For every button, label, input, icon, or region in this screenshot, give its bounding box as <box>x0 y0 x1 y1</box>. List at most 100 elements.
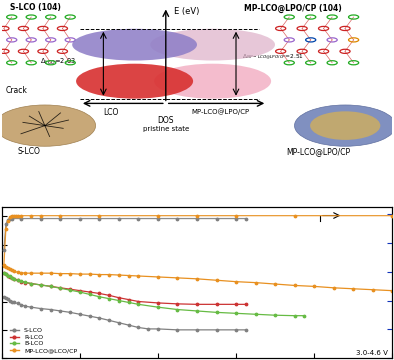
Point <box>155 304 161 310</box>
Point <box>77 288 83 293</box>
Point <box>5 296 11 302</box>
Point <box>67 271 73 276</box>
Point <box>106 292 112 298</box>
Point <box>291 213 298 219</box>
Text: S-LCO: S-LCO <box>18 147 41 156</box>
Point <box>7 298 13 303</box>
Point <box>48 284 54 289</box>
Point <box>57 271 63 276</box>
Point <box>13 213 19 219</box>
Point <box>291 313 298 319</box>
Point <box>96 315 102 321</box>
Point <box>330 285 336 291</box>
Point <box>77 311 83 317</box>
Point <box>18 278 24 284</box>
Point <box>194 308 200 314</box>
Point <box>135 325 141 330</box>
Point <box>291 283 298 288</box>
Point <box>174 307 180 312</box>
Point <box>18 302 24 308</box>
Point <box>126 322 132 328</box>
Point <box>116 320 122 326</box>
Ellipse shape <box>76 64 193 99</box>
Point <box>28 270 34 276</box>
Text: E (eV): E (eV) <box>174 6 199 15</box>
Point <box>11 276 17 282</box>
Text: 3.0-4.6 V: 3.0-4.6 V <box>356 350 388 356</box>
Point <box>174 301 180 307</box>
Point <box>5 266 11 271</box>
Point <box>11 213 17 219</box>
Point <box>15 277 21 283</box>
Point <box>213 327 219 333</box>
Point <box>96 216 102 221</box>
Text: LCO: LCO <box>104 108 119 117</box>
Point <box>18 279 24 284</box>
Text: DOS: DOS <box>158 116 174 125</box>
Point <box>135 301 141 307</box>
Point <box>126 273 132 278</box>
Point <box>48 284 54 289</box>
Point <box>28 281 34 287</box>
Point <box>5 273 11 278</box>
Point <box>389 213 394 219</box>
Point <box>1 270 7 276</box>
Point <box>5 219 11 224</box>
Point <box>106 318 112 323</box>
Point <box>9 299 15 305</box>
Point <box>243 216 249 221</box>
Point <box>213 216 219 221</box>
Point <box>5 217 11 223</box>
Point <box>174 275 180 281</box>
Point <box>233 310 239 316</box>
Text: Crack: Crack <box>6 86 28 95</box>
Point <box>350 286 356 292</box>
Point <box>3 221 9 227</box>
Text: MP-LCO@LPO/CP (104): MP-LCO@LPO/CP (104) <box>244 3 342 13</box>
Point <box>38 282 44 288</box>
Point <box>174 327 180 333</box>
Ellipse shape <box>72 29 197 60</box>
Point <box>96 291 102 296</box>
Point <box>155 274 161 280</box>
Point <box>233 216 239 221</box>
Point <box>9 213 15 219</box>
Point <box>28 281 34 287</box>
Point <box>22 303 28 309</box>
Point <box>11 276 17 282</box>
Point <box>213 301 219 307</box>
Point <box>18 213 24 219</box>
Point <box>233 301 239 307</box>
Point <box>7 214 13 220</box>
Point <box>96 213 102 219</box>
Text: MP-LCO@LPO/CP: MP-LCO@LPO/CP <box>191 108 249 115</box>
Point <box>194 276 200 282</box>
Point <box>22 280 28 285</box>
Point <box>1 270 7 276</box>
Point <box>252 311 258 317</box>
Point <box>5 273 11 278</box>
Point <box>38 270 44 276</box>
Point <box>67 286 73 292</box>
Point <box>96 272 102 278</box>
Point <box>38 216 44 221</box>
Point <box>11 300 17 305</box>
Point <box>243 301 249 307</box>
Point <box>18 216 24 221</box>
Point <box>67 310 73 315</box>
Point <box>3 271 9 277</box>
Point <box>48 307 54 312</box>
Point <box>311 284 317 289</box>
Point <box>22 270 28 276</box>
Point <box>135 299 141 305</box>
Point <box>3 226 9 231</box>
Point <box>87 271 93 277</box>
Point <box>243 327 249 333</box>
Point <box>77 271 83 277</box>
Text: S-LCO (104): S-LCO (104) <box>10 3 61 12</box>
Point <box>11 269 17 274</box>
Circle shape <box>310 111 380 140</box>
Point <box>233 213 239 219</box>
Point <box>174 216 180 221</box>
Point <box>77 289 83 295</box>
